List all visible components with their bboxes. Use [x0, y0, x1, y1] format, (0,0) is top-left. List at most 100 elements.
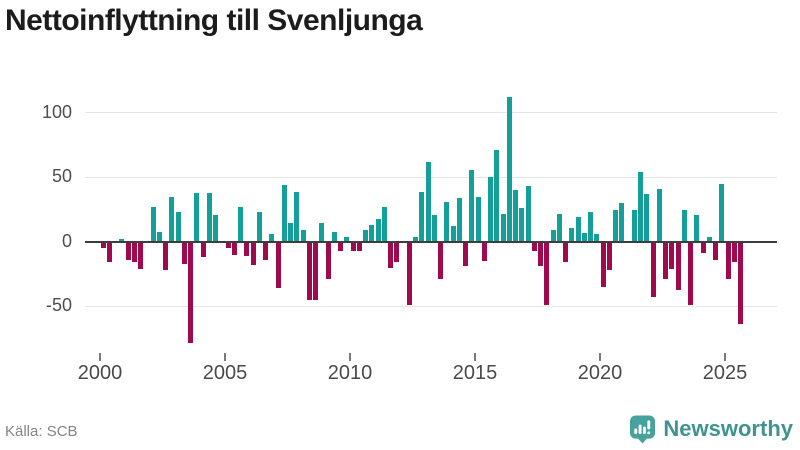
- bar: [669, 243, 675, 269]
- bar: [269, 234, 275, 242]
- bar: [125, 243, 131, 260]
- bar: [256, 212, 262, 242]
- bar: [131, 243, 137, 263]
- bar: [581, 232, 587, 242]
- bar: [594, 234, 600, 242]
- bar: [663, 243, 669, 280]
- y-tick-label: 100: [41, 102, 72, 122]
- bar: [519, 208, 525, 242]
- bar: [363, 230, 369, 242]
- bar: [706, 236, 712, 242]
- bar: [713, 243, 719, 260]
- newsworthy-icon: [630, 415, 656, 444]
- bar: [106, 243, 112, 263]
- bar: [469, 169, 475, 242]
- x-tick-label: 2010: [327, 362, 373, 384]
- bar: [431, 214, 437, 242]
- bar: [138, 243, 144, 269]
- bar: [544, 243, 550, 306]
- plot-area: 100 50 0 -50 2000 2005 2010 2015 2020 20…: [41, 97, 777, 384]
- y-tick-label: 50: [51, 166, 72, 186]
- chart-title: Nettoinflyttning till Svenljunga: [5, 4, 423, 37]
- bar: [350, 243, 356, 251]
- bar: [456, 198, 462, 242]
- bar: [413, 236, 419, 242]
- bar: [613, 209, 619, 242]
- bar: [281, 185, 287, 242]
- bar: [438, 243, 444, 280]
- bar: [156, 231, 162, 242]
- x-tick-label: 2020: [577, 362, 623, 384]
- bar: [306, 243, 312, 300]
- x-tick-label: 2025: [702, 362, 748, 384]
- bar: [100, 243, 106, 249]
- x-tick: [99, 353, 101, 361]
- bar: [700, 243, 706, 254]
- gridline-50: [85, 177, 777, 178]
- bar: [231, 243, 237, 255]
- x-tick: [349, 353, 351, 361]
- bar: [644, 194, 650, 242]
- bar: [475, 196, 481, 242]
- bar: [338, 243, 344, 251]
- bar: [575, 217, 581, 242]
- bar: [675, 243, 681, 290]
- bar: [650, 243, 656, 298]
- bar: [369, 225, 375, 242]
- bar: [331, 231, 337, 242]
- bar: [381, 207, 387, 242]
- bar: [388, 243, 394, 268]
- bar: [525, 186, 531, 242]
- x-tick: [224, 353, 226, 361]
- bar: [738, 243, 744, 325]
- bar: [325, 243, 331, 280]
- bar: [294, 191, 300, 242]
- bar: [656, 189, 662, 242]
- bar: [506, 97, 512, 242]
- x-tick: [474, 353, 476, 361]
- bar: [263, 243, 269, 260]
- zero-axis-line: [85, 241, 777, 243]
- bar: [725, 243, 731, 280]
- bar: [163, 243, 169, 271]
- bar: [606, 243, 612, 271]
- bar: [513, 190, 519, 242]
- bar: [550, 230, 556, 242]
- bar: [631, 209, 637, 242]
- source-note: Källa: SCB: [5, 423, 78, 440]
- bar: [600, 243, 606, 287]
- x-tick: [599, 353, 601, 361]
- bar: [531, 243, 537, 251]
- bar: [288, 222, 294, 242]
- bar: [169, 196, 175, 242]
- bar: [681, 209, 687, 242]
- bar: [344, 236, 350, 242]
- bar: [244, 243, 250, 256]
- bar: [588, 212, 594, 242]
- bar: [194, 192, 200, 242]
- x-tick-label: 2015: [452, 362, 498, 384]
- newsworthy-wordmark: Newsworthy: [663, 416, 793, 441]
- bar: [450, 226, 456, 242]
- gridline-minus-50: [85, 306, 777, 307]
- y-tick-label: -50: [45, 295, 72, 315]
- x-tick-label: 2005: [202, 362, 248, 384]
- bar: [406, 243, 412, 306]
- bar: [225, 243, 231, 249]
- x-tick: [724, 353, 726, 361]
- gridline-100: [85, 112, 777, 113]
- x-tick-label: 2000: [77, 362, 123, 384]
- bar: [563, 243, 569, 263]
- y-tick-label: 0: [61, 231, 72, 251]
- bar: [394, 243, 400, 263]
- newsworthy-logo[interactable]: Newsworthy: [629, 414, 793, 444]
- bar: [731, 243, 737, 263]
- bar: [494, 150, 500, 242]
- bar: [638, 172, 644, 242]
- bar: [175, 212, 181, 242]
- bar: [356, 243, 362, 251]
- bar: [619, 203, 625, 242]
- bar: [150, 207, 156, 242]
- bar: [300, 230, 306, 242]
